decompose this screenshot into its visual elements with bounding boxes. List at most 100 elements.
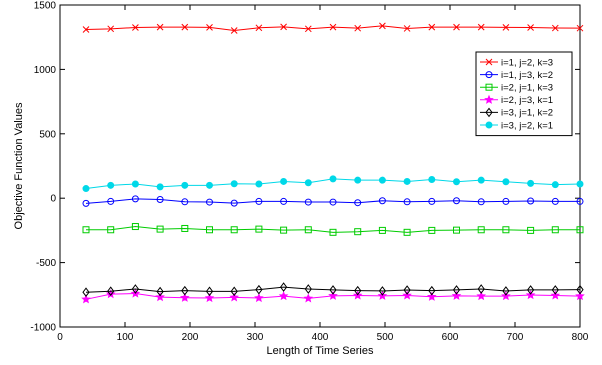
data-point: [82, 26, 90, 33]
data-point: [576, 284, 584, 295]
data-point: [576, 197, 584, 205]
y-tick-label: -500: [36, 258, 56, 269]
series-line: [86, 226, 580, 233]
data-point: [180, 292, 190, 302]
data-point: [354, 228, 362, 236]
legend-label: i=3, j=2, k=1: [501, 120, 553, 131]
series-line: [85, 286, 581, 293]
data-point: [255, 24, 263, 32]
data-point: [181, 23, 189, 31]
data-point: [329, 198, 337, 206]
data-point: [354, 285, 362, 296]
data-point: [280, 226, 288, 234]
data-point: [181, 198, 189, 206]
data-point: [304, 284, 312, 294]
data-point: [278, 291, 289, 301]
data-point: [206, 181, 213, 189]
data-point: [485, 58, 493, 66]
data-point: [230, 199, 238, 207]
x-tick-label: 300: [247, 332, 264, 343]
data-point: [131, 180, 139, 188]
data-point: [230, 286, 238, 297]
legend-label: i=1, j=2, k=3: [501, 57, 553, 68]
data-point: [354, 199, 362, 207]
legend-item: i=2, j=3, k=1: [480, 94, 553, 106]
x-tick-label: 500: [377, 332, 394, 343]
legend-item: i=3, j=1, k=2: [480, 107, 553, 119]
data-point: [329, 175, 337, 183]
data-point: [354, 176, 362, 184]
data-point: [527, 24, 534, 31]
x-tick-label: 200: [182, 332, 199, 343]
legend-item: i=3, j=2, k=1: [480, 120, 553, 131]
data-point: [107, 181, 115, 189]
data-point: [205, 286, 214, 297]
data-point: [502, 197, 510, 205]
data-point: [255, 284, 263, 295]
data-point: [155, 292, 165, 302]
data-point: [255, 225, 263, 233]
legend-box: [475, 51, 573, 137]
data-point: [452, 285, 461, 295]
data-point: [82, 185, 90, 193]
data-point: [181, 181, 189, 189]
data-point: [551, 285, 559, 295]
data-point: [107, 286, 115, 297]
data-point: [329, 285, 337, 295]
x-tick-label: 600: [442, 332, 459, 343]
data-point: [403, 177, 411, 185]
data-point: [477, 198, 485, 206]
series-5: [82, 282, 584, 298]
data-point: [477, 176, 485, 184]
data-point: [576, 180, 584, 188]
data-point: [131, 284, 140, 294]
data-point: [131, 195, 139, 203]
data-point: [485, 121, 493, 129]
legend-label: i=1, j=3, k=2: [501, 70, 553, 81]
data-point: [502, 178, 510, 186]
data-point: [255, 180, 263, 188]
series-line: [85, 198, 580, 204]
data-point: [551, 181, 559, 189]
data-point: [428, 23, 436, 31]
data-point: [107, 25, 115, 33]
data-point: [477, 284, 485, 294]
series-3: [82, 223, 584, 236]
data-point: [132, 24, 139, 31]
data-point: [230, 27, 238, 34]
data-point: [575, 291, 585, 301]
data-point: [576, 24, 584, 32]
data-point: [403, 25, 411, 32]
data-point: [329, 228, 337, 236]
data-point: [527, 197, 535, 205]
y-axis-label: Objective Function Values: [13, 102, 25, 229]
data-point: [526, 285, 535, 295]
data-point: [428, 226, 436, 234]
data-point: [402, 290, 412, 300]
data-point: [280, 23, 287, 31]
series-6: [82, 175, 584, 193]
data-point: [156, 195, 164, 203]
data-point: [304, 25, 312, 33]
data-point: [378, 286, 387, 296]
data-point: [551, 197, 559, 205]
series-1: [82, 22, 584, 34]
data-point: [378, 176, 386, 184]
data-point: [485, 107, 493, 118]
x-tick-label: 700: [507, 332, 524, 343]
data-point: [576, 226, 584, 234]
data-point: [206, 198, 213, 206]
legend-item: i=2, j=1, k=3: [480, 83, 553, 94]
data-point: [230, 180, 238, 188]
y-tick-label: -1000: [30, 323, 56, 334]
data-point: [206, 226, 213, 234]
data-point: [156, 286, 164, 297]
data-point: [206, 24, 213, 31]
data-point: [328, 290, 338, 300]
data-point: [527, 179, 535, 187]
data-point: [107, 197, 115, 205]
data-point: [82, 226, 90, 234]
x-axis-label: Length of Time Series: [266, 345, 374, 357]
x-tick-label: 400: [312, 332, 329, 343]
